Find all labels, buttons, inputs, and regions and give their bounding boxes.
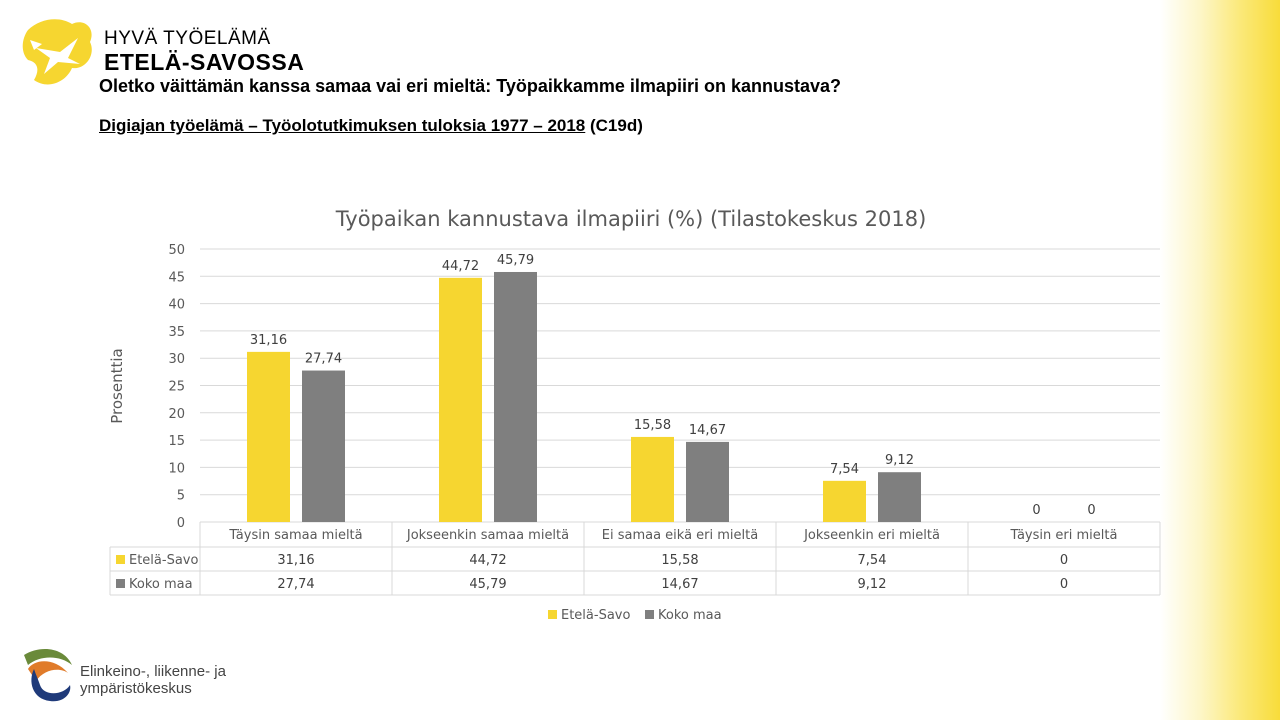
- y-tick-label: 30: [168, 352, 185, 367]
- hyva-tyoelama-logo: HYVÄ TYÖELÄMÄ ETELÄ-SAVOSSA: [20, 18, 304, 88]
- y-tick-label: 20: [168, 407, 185, 422]
- ely-logo-icon: [24, 649, 72, 702]
- table-cell: 45,79: [469, 577, 506, 592]
- bar: [686, 441, 729, 522]
- x-tick-label: Täysin samaa mieltä: [228, 528, 362, 543]
- data-label: 44,72: [442, 259, 479, 274]
- legend-label: Etelä-Savo: [561, 608, 630, 623]
- table-cell: 0: [1060, 577, 1068, 592]
- table-cell: 44,72: [469, 553, 506, 568]
- y-tick-label: 0: [177, 516, 185, 531]
- data-label: 31,16: [250, 333, 287, 348]
- bar: [247, 351, 290, 522]
- table-cell: 9,12: [858, 577, 887, 592]
- table-cell: 0: [1060, 553, 1068, 568]
- page-heading: Oletko väittämän kanssa samaa vai eri mi…: [99, 76, 841, 96]
- legend-key: [645, 610, 654, 619]
- data-label: 14,67: [689, 423, 726, 438]
- page-subheading: Digiajan työelämä – Työolotutkimuksen tu…: [99, 116, 643, 136]
- bar: [439, 277, 482, 522]
- subheading-suffix: (C19d): [585, 116, 643, 135]
- ely-logo: Elinkeino-, liikenne- ja ympäristökeskus: [20, 645, 260, 705]
- table-cell: 27,74: [277, 577, 314, 592]
- bar: [631, 436, 674, 522]
- table-series-name: Etelä-Savo: [129, 553, 198, 568]
- data-label: 9,12: [885, 453, 914, 468]
- y-tick-label: 15: [168, 434, 185, 449]
- bar: [878, 472, 921, 522]
- data-label: 0: [1087, 503, 1095, 518]
- bar: [823, 480, 866, 522]
- legend-label: Koko maa: [658, 608, 722, 623]
- x-tick-label: Jokseenkin eri mieltä: [803, 528, 940, 543]
- x-tick-label: Jokseenkin samaa mieltä: [406, 528, 569, 543]
- x-tick-label: Täysin eri mieltä: [1010, 528, 1118, 543]
- y-tick-label: 40: [168, 298, 185, 313]
- chart-title: Työpaikan kannustava ilmapiiri (%) (Tila…: [335, 207, 927, 231]
- x-tick-label: Ei samaa eikä eri mieltä: [602, 528, 758, 543]
- y-tick-label: 50: [168, 243, 185, 258]
- table-cell: 15,58: [661, 553, 698, 568]
- legend-key: [548, 610, 557, 619]
- logo-line1: HYVÄ TYÖELÄMÄ: [104, 28, 271, 49]
- y-tick-label: 10: [168, 461, 185, 476]
- bar: [302, 370, 345, 522]
- table-cell: 14,67: [661, 577, 698, 592]
- y-tick-label: 25: [168, 380, 185, 395]
- bird-logo-icon: [22, 19, 92, 85]
- data-label: 0: [1032, 503, 1040, 518]
- table-cell: 7,54: [858, 553, 887, 568]
- y-tick-label: 35: [168, 325, 185, 340]
- y-axis-label: Prosenttia: [108, 348, 126, 423]
- ely-line2: ympäristökeskus: [80, 680, 192, 697]
- logo-line2: ETELÄ-SAVOSSA: [104, 49, 305, 75]
- data-label: 45,79: [497, 253, 534, 268]
- ely-line1: Elinkeino-, liikenne- ja: [80, 663, 226, 680]
- data-label: 15,58: [634, 418, 671, 433]
- bar: [494, 271, 537, 522]
- data-label: 7,54: [830, 462, 859, 477]
- table-legend-key: [116, 579, 125, 588]
- data-label: 27,74: [305, 352, 342, 367]
- table-series-name: Koko maa: [129, 577, 193, 592]
- subheading-underlined: Digiajan työelämä – Työolotutkimuksen tu…: [99, 116, 586, 135]
- y-tick-label: 5: [177, 489, 185, 504]
- y-tick-label: 45: [168, 270, 185, 285]
- table-legend-key: [116, 555, 125, 564]
- table-cell: 31,16: [277, 553, 314, 568]
